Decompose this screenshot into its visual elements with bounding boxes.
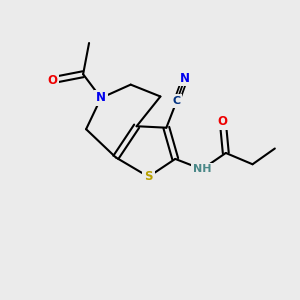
Text: C: C [173,96,181,106]
Text: O: O [47,74,58,87]
Text: N: N [180,72,190,85]
Text: S: S [144,170,153,183]
Text: N: N [96,92,106,104]
Text: NH: NH [193,164,211,174]
Text: O: O [218,115,228,128]
